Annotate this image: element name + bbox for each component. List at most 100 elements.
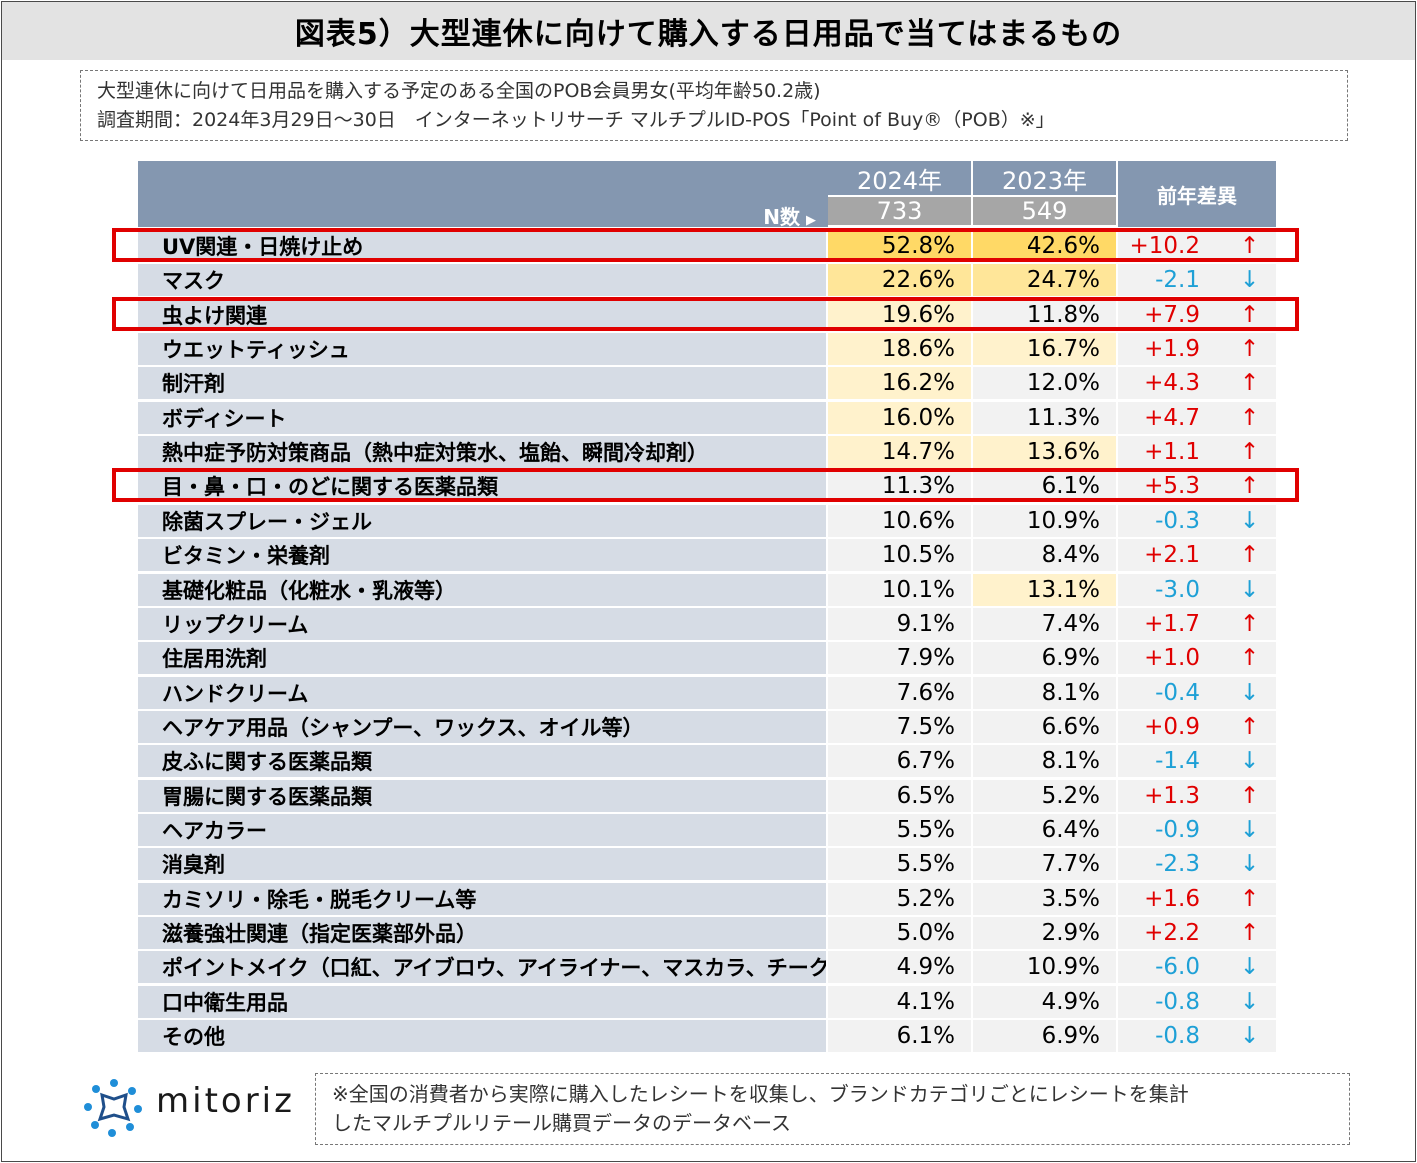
diff-cell: -1.4 ↓ — [1118, 745, 1276, 778]
diff-value: +10.2 — [1129, 233, 1200, 259]
arrow-down-icon: ↓ — [1240, 816, 1260, 843]
table-row: 基礎化粧品（化粧水・乳液等） 10.1% 13.1% -3.0 ↓ — [138, 573, 1276, 606]
arrow-up-icon: ↑ — [1240, 885, 1260, 912]
row-label: UV関連・日焼け止め — [138, 230, 826, 262]
value-2024: 52.8% — [828, 230, 971, 262]
diff-cell: +10.2 ↑ — [1118, 230, 1276, 262]
value-2023: 10.9% — [973, 951, 1116, 984]
diff-value: -1.4 — [1155, 748, 1200, 775]
row-label: その他 — [138, 1020, 826, 1053]
value-2023: 8.1% — [973, 676, 1116, 709]
diff-cell: +2.1 ↑ — [1118, 539, 1276, 572]
diff-cell: +1.1 ↑ — [1118, 436, 1276, 469]
table-row: カミソリ・除毛・脱毛クリーム等 5.2% 3.5% +1.6 ↑ — [138, 882, 1276, 915]
row-label: リップクリーム — [138, 607, 826, 640]
table-row: 住居用洗剤 7.9% 6.9% +1.0 ↑ — [138, 642, 1276, 675]
diff-value: +1.6 — [1144, 885, 1200, 912]
value-2023: 7.4% — [973, 607, 1116, 640]
survey-target-text: 大型連休に向けて日用品を購入する予定のある全国のPOB会員男女(平均年齢50.2… — [97, 80, 821, 102]
diff-cell: +4.7 ↑ — [1118, 401, 1276, 434]
year-2023-header: 2023年 — [973, 161, 1116, 195]
value-2024: 18.6% — [828, 333, 971, 366]
arrow-down-icon: ↓ — [1240, 679, 1260, 706]
diff-value: +1.7 — [1144, 610, 1200, 637]
arrow-down-icon: ↓ — [1240, 988, 1260, 1015]
diff-value: +0.9 — [1144, 713, 1200, 740]
row-label: ハンドクリーム — [138, 676, 826, 709]
arrow-down-icon: ↓ — [1240, 507, 1260, 534]
value-2023: 4.9% — [973, 985, 1116, 1018]
arrow-down-icon: ↓ — [1240, 1023, 1260, 1050]
value-2024: 5.5% — [828, 813, 971, 846]
value-2023: 10.9% — [973, 504, 1116, 537]
arrow-up-icon: ↑ — [1240, 542, 1260, 569]
arrow-up-icon: ↑ — [1240, 370, 1260, 397]
diff-cell: +5.3 ↑ — [1118, 470, 1276, 503]
arrow-up-icon: ↑ — [1240, 713, 1260, 740]
diff-value: +1.0 — [1144, 645, 1200, 672]
table-row: 皮ふに関する医薬品類 6.7% 8.1% -1.4 ↓ — [138, 745, 1276, 778]
value-2023: 6.6% — [973, 710, 1116, 743]
table-row: 熱中症予防対策商品（熱中症対策水、塩飴、瞬間冷却剤） 14.7% 13.6% +1.1… — [138, 436, 1276, 469]
value-2023: 5.2% — [973, 779, 1116, 812]
diff-value: -2.3 — [1155, 851, 1200, 878]
value-2023: 11.8% — [973, 298, 1116, 331]
value-2023: 12.0% — [973, 367, 1116, 400]
diff-cell: -2.3 ↓ — [1118, 848, 1276, 881]
value-2023: 11.3% — [973, 401, 1116, 434]
row-label: 熱中症予防対策商品（熱中症対策水、塩飴、瞬間冷却剤） — [138, 436, 826, 469]
value-2024: 22.6% — [828, 264, 971, 297]
diff-cell: -2.1 ↓ — [1118, 264, 1276, 297]
table-row: UV関連・日焼け止め 52.8% 42.6% +10.2 ↑ — [138, 230, 1276, 262]
row-label: 基礎化粧品（化粧水・乳液等） — [138, 573, 826, 606]
diff-cell: +2.2 ↑ — [1118, 917, 1276, 949]
value-2023: 3.5% — [973, 882, 1116, 915]
footnote-line-2: したマルチプルリテール購買データのデータベース — [332, 1111, 791, 1135]
table-row: リップクリーム 9.1% 7.4% +1.7 ↑ — [138, 607, 1276, 640]
value-2023: 7.7% — [973, 848, 1116, 881]
table-row: ビタミン・栄養剤 10.5% 8.4% +2.1 ↑ — [138, 539, 1276, 572]
table-row: マスク 22.6% 24.7% -2.1 ↓ — [138, 264, 1276, 297]
highlight-box — [112, 468, 1299, 503]
table-row: 目・鼻・口・のどに関する医薬品類 11.3% 6.1% +5.3 ↑ — [138, 470, 1276, 503]
value-2024: 5.0% — [828, 917, 971, 949]
value-2024: 7.5% — [828, 710, 971, 743]
value-2023: 6.9% — [973, 1020, 1116, 1053]
arrow-up-icon: ↑ — [1240, 920, 1260, 946]
arrow-down-icon: ↓ — [1240, 851, 1260, 878]
diff-cell: -6.0 ↓ — [1118, 951, 1276, 984]
table-row: ウエットティッシュ 18.6% 16.7% +1.9 ↑ — [138, 333, 1276, 366]
diff-cell: -0.4 ↓ — [1118, 676, 1276, 709]
diff-value: +7.9 — [1144, 301, 1200, 328]
footnote-box: ※全国の消費者から実際に購入したレシートを収集し、ブランドカテゴリごとにレシート… — [315, 1073, 1350, 1145]
value-2024: 19.6% — [828, 298, 971, 331]
diff-value: -0.8 — [1155, 1023, 1200, 1050]
diff-header: 前年差異 — [1118, 161, 1276, 227]
value-2023: 42.6% — [973, 230, 1116, 262]
row-label: 皮ふに関する医薬品類 — [138, 745, 826, 778]
diff-value: -0.3 — [1155, 507, 1200, 534]
diff-value: +2.1 — [1144, 542, 1200, 569]
value-2024: 14.7% — [828, 436, 971, 469]
row-label: 虫よけ関連 — [138, 298, 826, 331]
diff-value: +1.1 — [1144, 439, 1200, 466]
survey-info-box: 大型連休に向けて日用品を購入する予定のある全国のPOB会員男女(平均年齢50.2… — [80, 70, 1348, 141]
table-row: 除菌スプレー・ジェル 10.6% 10.9% -0.3 ↓ — [138, 504, 1276, 537]
value-2024: 5.5% — [828, 848, 971, 881]
table-row: ボディシート 16.0% 11.3% +4.7 ↑ — [138, 401, 1276, 434]
value-2024: 5.2% — [828, 882, 971, 915]
highlight-box — [112, 296, 1299, 331]
row-label: ボディシート — [138, 401, 826, 434]
diff-cell: -0.8 ↓ — [1118, 985, 1276, 1018]
arrow-up-icon: ↑ — [1240, 233, 1260, 259]
diff-cell: +1.9 ↑ — [1118, 333, 1276, 366]
table-row: ヘアカラー 5.5% 6.4% -0.9 ↓ — [138, 813, 1276, 846]
diff-value: -0.8 — [1155, 988, 1200, 1015]
arrow-down-icon: ↓ — [1240, 267, 1260, 294]
logo-mark-icon — [84, 1079, 142, 1137]
arrow-up-icon: ↑ — [1240, 336, 1260, 363]
table-row: ポイントメイク（口紅、アイブロウ、アイライナー、マスカラ、チーク等） 4.9% 10… — [138, 951, 1276, 984]
table-row: 虫よけ関連 19.6% 11.8% +7.9 ↑ — [138, 298, 1276, 331]
row-label: 口中衛生用品 — [138, 985, 826, 1018]
value-2024: 4.9% — [828, 951, 971, 984]
